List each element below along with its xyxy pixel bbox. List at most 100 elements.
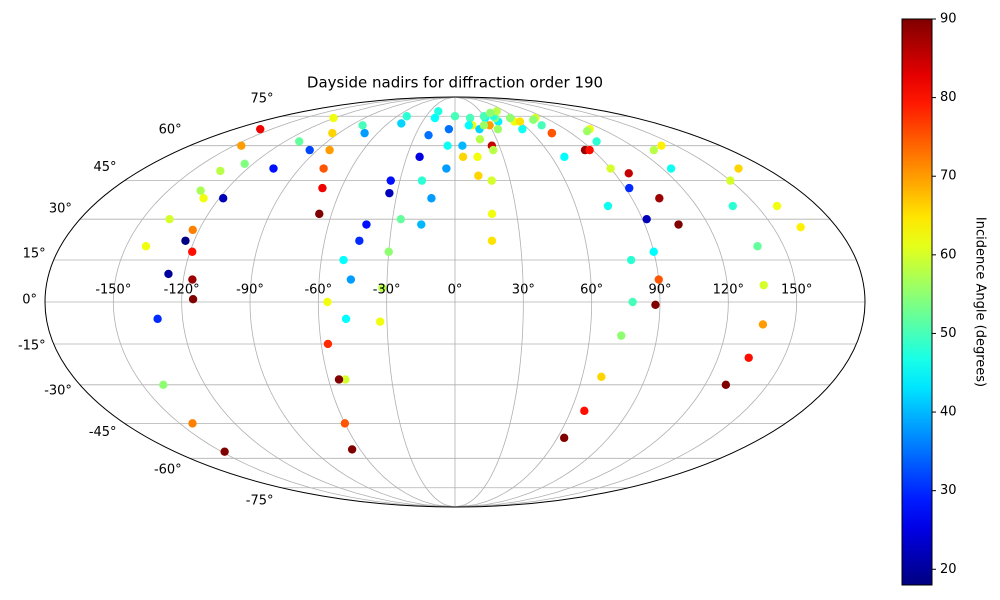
nadir-point [188, 419, 197, 428]
nadir-point [489, 145, 498, 155]
x-tick-label: 30° [512, 283, 535, 298]
nadir-point [560, 152, 569, 162]
nadir-point [315, 209, 324, 219]
colorbar [901, 18, 933, 586]
nadir-point [734, 164, 743, 173]
nadir-point [188, 225, 197, 235]
nadir-point [417, 220, 426, 229]
nadir-point [346, 275, 356, 284]
nadir-point [341, 314, 351, 324]
nadir-point [402, 112, 412, 121]
meridian [454, 96, 524, 508]
nadir-point [164, 269, 173, 279]
nadir-point [323, 339, 333, 349]
nadir-point [606, 164, 615, 173]
colorbar-tick-label: 80 [940, 90, 957, 105]
nadir-point [796, 223, 805, 232]
nadir-point [529, 115, 538, 124]
nadir-point [617, 331, 626, 340]
nadir-point [362, 220, 371, 229]
nadir-point [269, 164, 278, 173]
meridian [112, 96, 456, 508]
nadir-point [378, 283, 387, 293]
nadir-point [475, 135, 485, 144]
nadir-point [188, 247, 197, 256]
nadir-point [674, 220, 683, 229]
nadir-point [427, 194, 436, 203]
nadir-point [465, 113, 475, 123]
nadir-point [649, 145, 659, 155]
meridian [317, 96, 456, 508]
y-tick-label: -75° [246, 494, 274, 509]
colorbar-tick-label: 60 [940, 247, 957, 262]
colorbar-tick-label: 30 [940, 483, 957, 498]
nadir-point [492, 107, 501, 116]
nadir-point [339, 255, 348, 265]
nadir-point [744, 353, 753, 362]
y-tick-label: 75° [250, 91, 273, 106]
meridian [454, 96, 798, 508]
y-tick-label: -30° [44, 383, 72, 398]
nadir-point [487, 209, 497, 219]
x-tick-label: -90° [236, 283, 264, 298]
nadir-point [585, 145, 594, 155]
y-tick-label: 15° [23, 246, 46, 261]
chart-title: Dayside nadirs for diffraction order 190 [307, 74, 603, 92]
nadir-point [666, 164, 676, 173]
x-tick-label: 120° [713, 283, 744, 298]
nadir-point [547, 128, 557, 138]
colorbar-label: Incidence Angle (degrees) [973, 217, 988, 387]
nadir-point [625, 183, 634, 193]
nadir-point [759, 280, 768, 290]
nadir-point [165, 214, 174, 224]
nadir-point [592, 137, 601, 146]
nadir-point [628, 297, 637, 307]
nadir-point [256, 124, 265, 134]
nadir-point [772, 201, 782, 211]
nadir-point [473, 152, 482, 162]
nadir-point [753, 242, 762, 251]
colorbar-tick-label: 50 [940, 326, 957, 341]
nadir-point [384, 247, 393, 256]
nadir-point [443, 141, 452, 150]
nadir-point [341, 375, 350, 384]
nadir-point [220, 447, 229, 456]
nadir-point [237, 141, 246, 150]
nadir-point [726, 176, 735, 185]
nadir-point [295, 137, 304, 146]
nadir-point [328, 128, 337, 138]
nadir-point [181, 236, 190, 245]
x-tick-label: -30° [373, 283, 401, 298]
x-tick-label: 60° [580, 283, 603, 298]
nadir-point [487, 236, 497, 245]
meridian [249, 96, 456, 508]
nadir-point [386, 176, 395, 185]
nadir-point [537, 121, 546, 130]
y-tick-label: 0° [22, 293, 37, 308]
nadir-point [479, 121, 489, 130]
nadir-point [397, 119, 406, 128]
nadir-point [651, 300, 660, 310]
nadir-point [188, 294, 198, 304]
nadir-point [334, 375, 344, 384]
x-tick-label: 90° [648, 283, 671, 298]
nadir-point [758, 320, 768, 329]
nadir-point [415, 152, 424, 162]
map-boundary [44, 96, 866, 508]
colorbar-tick-label: 70 [940, 169, 957, 184]
nadir-point [657, 141, 666, 150]
nadir-point [649, 247, 658, 256]
graticule [45, 96, 865, 508]
nadir-point [582, 126, 592, 136]
colorbar-tick-label: 90 [940, 12, 957, 27]
meridian [454, 96, 661, 508]
nadir-point [444, 124, 454, 134]
nadir-point [474, 171, 483, 180]
x-tick-label: -60° [304, 283, 332, 298]
nadir-point [642, 214, 651, 224]
nadir-point [493, 124, 503, 134]
nadir-point [355, 236, 364, 245]
nadir-point [218, 194, 228, 203]
nadir-point [240, 159, 249, 168]
